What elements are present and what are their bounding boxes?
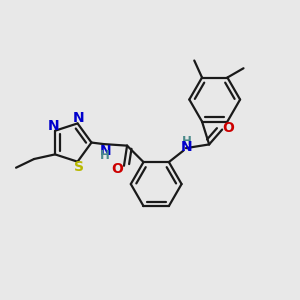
Text: O: O <box>111 163 123 176</box>
Text: O: O <box>222 121 234 135</box>
Text: H: H <box>100 149 110 162</box>
Text: H: H <box>182 135 191 148</box>
Text: N: N <box>99 144 111 158</box>
Text: N: N <box>48 119 60 133</box>
Text: S: S <box>74 160 84 174</box>
Text: N: N <box>181 140 192 154</box>
Text: N: N <box>73 112 84 125</box>
